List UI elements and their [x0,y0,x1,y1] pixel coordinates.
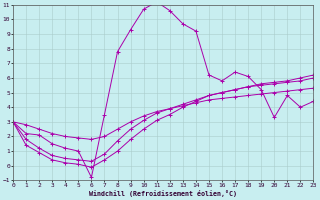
X-axis label: Windchill (Refroidissement éolien,°C): Windchill (Refroidissement éolien,°C) [89,190,237,197]
